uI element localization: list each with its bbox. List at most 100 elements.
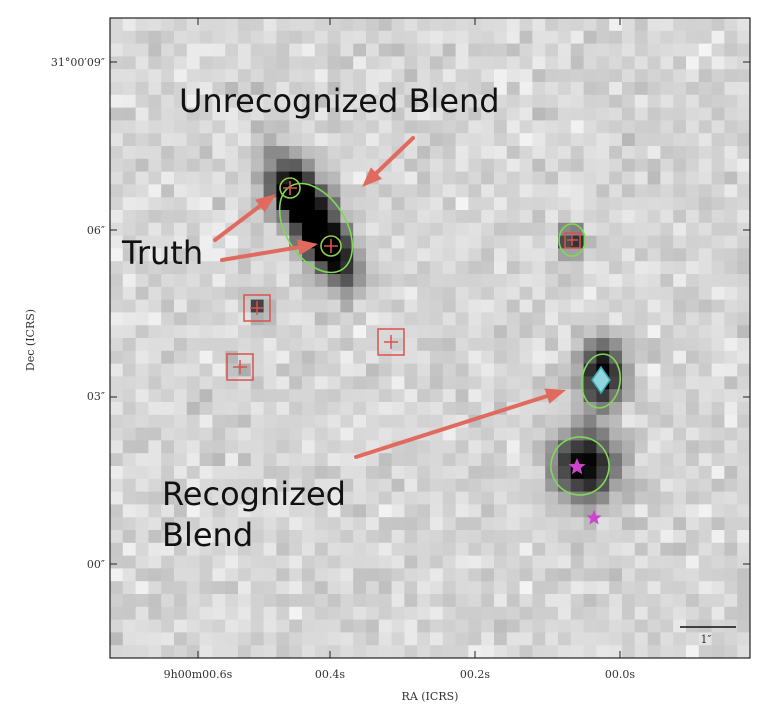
image-pixel — [366, 30, 380, 44]
image-pixel — [430, 133, 444, 147]
image-pixel — [391, 491, 405, 505]
image-pixel — [558, 94, 572, 108]
image-pixel — [199, 261, 213, 275]
image-pixel — [532, 402, 546, 416]
image-pixel — [442, 261, 456, 275]
image-pixel — [238, 581, 252, 595]
image-pixel — [442, 30, 456, 44]
image-pixel — [250, 619, 264, 633]
image-pixel — [276, 453, 290, 467]
image-pixel — [698, 94, 712, 108]
image-pixel — [673, 414, 687, 428]
image-pixel — [404, 235, 418, 249]
image-pixel — [263, 594, 277, 608]
image-pixel — [378, 414, 392, 428]
image-pixel — [276, 43, 290, 57]
image-pixel — [442, 363, 456, 377]
x-tick-label-0: 9h00m00.6s — [164, 668, 233, 681]
image-pixel — [481, 133, 495, 147]
image-pixel — [225, 645, 239, 658]
image-pixel — [404, 30, 418, 44]
image-pixel — [289, 466, 303, 480]
image-pixel — [122, 312, 136, 326]
image-pixel — [724, 594, 738, 608]
image-pixel — [225, 581, 239, 595]
image-pixel — [698, 402, 712, 416]
image-pixel — [468, 619, 482, 633]
image-pixel — [135, 248, 149, 262]
image-pixel — [289, 594, 303, 608]
image-pixel — [570, 107, 584, 121]
image-pixel — [110, 517, 124, 531]
image-pixel — [724, 517, 738, 531]
image-pixel — [545, 222, 559, 236]
image-pixel — [212, 427, 226, 441]
x-tick-label-2: 00.2s — [460, 668, 490, 681]
image-pixel — [545, 606, 559, 620]
image-pixel — [110, 325, 124, 339]
image-pixel — [174, 261, 188, 275]
image-pixel — [122, 210, 136, 224]
image-pixel — [340, 171, 354, 185]
image-pixel — [366, 517, 380, 531]
image-pixel — [481, 619, 495, 633]
image-pixel — [570, 171, 584, 185]
image-pixel — [404, 555, 418, 569]
image-pixel — [673, 632, 687, 646]
image-pixel — [122, 530, 136, 544]
image-pixel — [455, 56, 469, 70]
image-pixel — [506, 594, 520, 608]
image-pixel — [494, 69, 508, 83]
image-pixel — [391, 530, 405, 544]
image-pixel — [404, 107, 418, 121]
image-pixel — [302, 491, 316, 505]
image-pixel — [404, 350, 418, 364]
image-pixel — [442, 478, 456, 492]
image-pixel — [314, 606, 328, 620]
image-pixel — [302, 440, 316, 454]
image-pixel — [417, 645, 431, 658]
image-pixel — [186, 645, 200, 658]
image-pixel — [135, 274, 149, 288]
image-pixel — [148, 82, 162, 96]
image-pixel — [596, 69, 610, 83]
truth-circle-2 — [320, 235, 342, 257]
image-pixel — [110, 197, 124, 211]
image-pixel — [711, 440, 725, 454]
image-pixel — [596, 210, 610, 224]
image-pixel — [609, 261, 623, 275]
image-pixel — [634, 56, 648, 70]
image-pixel — [225, 120, 239, 134]
image-pixel — [250, 107, 264, 121]
image-pixel — [430, 210, 444, 224]
image-pixel — [545, 542, 559, 556]
image-pixel — [161, 453, 175, 467]
image-pixel — [353, 299, 367, 313]
image-pixel — [519, 312, 533, 326]
image-pixel — [110, 491, 124, 505]
image-pixel — [404, 94, 418, 108]
image-pixel — [442, 338, 456, 352]
image-pixel — [686, 312, 700, 326]
image-pixel — [161, 568, 175, 582]
image-pixel — [532, 568, 546, 582]
image-pixel — [340, 466, 354, 480]
image-pixel — [545, 402, 559, 416]
image-pixel — [391, 594, 405, 608]
image-pixel — [481, 312, 495, 326]
image-pixel — [455, 261, 469, 275]
image-pixel — [314, 18, 328, 32]
image-pixel — [212, 517, 226, 531]
image-pixel — [622, 107, 636, 121]
image-pixel — [647, 619, 661, 633]
image-pixel — [199, 133, 213, 147]
image-pixel — [135, 389, 149, 403]
image-pixel — [430, 338, 444, 352]
image-pixel — [250, 376, 264, 390]
image-pixel — [506, 261, 520, 275]
image-pixel — [698, 184, 712, 198]
image-pixel — [570, 82, 584, 96]
image-pixel — [250, 363, 264, 377]
image-pixel — [212, 312, 226, 326]
image-pixel — [161, 171, 175, 185]
